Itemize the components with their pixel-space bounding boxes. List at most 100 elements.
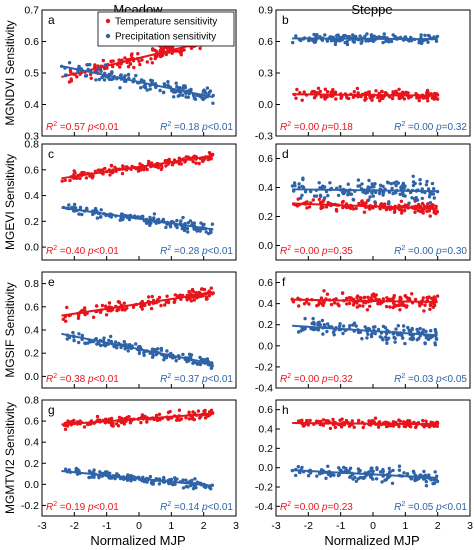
data-point xyxy=(178,86,182,91)
data-point xyxy=(373,416,378,420)
data-point xyxy=(148,87,152,91)
data-point xyxy=(318,301,323,305)
y-tick-label: -0.2 xyxy=(21,500,39,512)
data-point xyxy=(163,303,167,307)
plot-frame xyxy=(41,271,237,389)
data-point xyxy=(209,408,214,412)
data-point xyxy=(405,304,409,308)
data-point xyxy=(373,200,377,204)
series-precipitation-h xyxy=(290,464,440,488)
data-point xyxy=(378,335,382,339)
data-point xyxy=(148,474,153,479)
data-point xyxy=(63,178,67,182)
panel-letter: d xyxy=(282,147,289,161)
data-point xyxy=(387,470,392,475)
data-point xyxy=(88,340,93,344)
data-point xyxy=(152,212,157,216)
data-point xyxy=(360,39,364,43)
panel-letter: g xyxy=(48,403,55,417)
data-point xyxy=(162,475,166,480)
data-point xyxy=(116,300,121,304)
data-point xyxy=(329,90,333,94)
legend-label-precipitation: Precipitation sensitivity xyxy=(115,32,216,43)
data-point xyxy=(399,199,404,203)
data-point xyxy=(136,52,140,56)
data-point xyxy=(101,168,105,172)
data-point xyxy=(95,216,100,220)
data-point xyxy=(432,481,437,486)
data-point xyxy=(382,32,386,36)
data-point xyxy=(189,353,194,357)
data-point xyxy=(89,76,93,80)
data-point xyxy=(161,217,165,222)
data-point xyxy=(389,182,393,186)
data-point xyxy=(178,418,182,422)
data-point xyxy=(107,76,111,81)
panel-b: -0.3 0.0 0.3 0.6 0.9 b R2 =0.00 p=0.18 R2 =0.00… xyxy=(255,5,471,143)
y-tick-label: 0.4 xyxy=(24,325,39,337)
data-point xyxy=(427,295,431,299)
fit-annotation: R2 =0.00 p=0.18 xyxy=(280,121,353,133)
data-point xyxy=(426,40,430,44)
data-point xyxy=(364,97,368,101)
data-point xyxy=(190,417,194,421)
series-temperature-g xyxy=(61,408,215,431)
y-tick-label: 0.6 xyxy=(24,301,39,313)
data-point xyxy=(431,305,435,309)
y-tick-label: 0.0 xyxy=(24,371,39,383)
data-point xyxy=(418,182,422,186)
data-point xyxy=(358,184,362,188)
data-point xyxy=(172,300,176,304)
legend-marker-precipitation xyxy=(105,33,111,39)
data-point xyxy=(394,191,398,195)
fit-line-precipitation xyxy=(292,188,438,193)
data-point xyxy=(384,39,388,43)
data-point xyxy=(350,206,354,210)
data-point xyxy=(348,466,353,470)
data-point xyxy=(181,478,185,482)
data-point xyxy=(134,73,138,78)
data-point xyxy=(426,202,430,206)
data-point xyxy=(194,485,198,490)
legend-label-temperature: Temperature sensitivity xyxy=(115,17,217,28)
x-tick-label: 3 xyxy=(233,520,239,532)
data-point xyxy=(373,182,377,186)
data-point xyxy=(341,324,346,328)
data-point xyxy=(83,341,87,345)
data-point xyxy=(136,169,141,173)
data-point xyxy=(341,331,345,336)
data-point xyxy=(429,478,433,482)
series-precipitation-c xyxy=(61,202,215,236)
data-point xyxy=(323,87,327,91)
data-point xyxy=(363,295,367,299)
data-point xyxy=(323,33,327,37)
plot-frame xyxy=(275,9,471,137)
data-point xyxy=(331,330,336,334)
data-point xyxy=(185,226,190,231)
data-point xyxy=(311,316,315,321)
data-point xyxy=(145,167,149,172)
y-tick-label: 0.2 xyxy=(24,348,39,360)
data-point xyxy=(186,230,190,234)
data-point xyxy=(75,75,79,79)
data-point xyxy=(102,78,107,82)
data-point xyxy=(72,418,76,423)
data-point xyxy=(435,294,440,298)
data-point xyxy=(312,32,316,37)
data-point xyxy=(183,86,188,90)
data-point xyxy=(427,195,432,199)
data-point xyxy=(178,51,183,55)
data-point xyxy=(140,58,144,62)
data-point xyxy=(174,359,178,363)
y-tick-label: 0.6 xyxy=(258,153,273,165)
data-point xyxy=(369,333,374,337)
data-point xyxy=(390,96,395,101)
data-point xyxy=(328,426,333,431)
data-point xyxy=(401,324,406,328)
data-point xyxy=(168,409,172,414)
data-point xyxy=(95,304,99,308)
y-axis-label: MGSIF Sensitivity xyxy=(3,282,17,377)
data-point xyxy=(149,306,154,311)
data-point xyxy=(425,179,429,184)
data-point xyxy=(424,419,428,423)
